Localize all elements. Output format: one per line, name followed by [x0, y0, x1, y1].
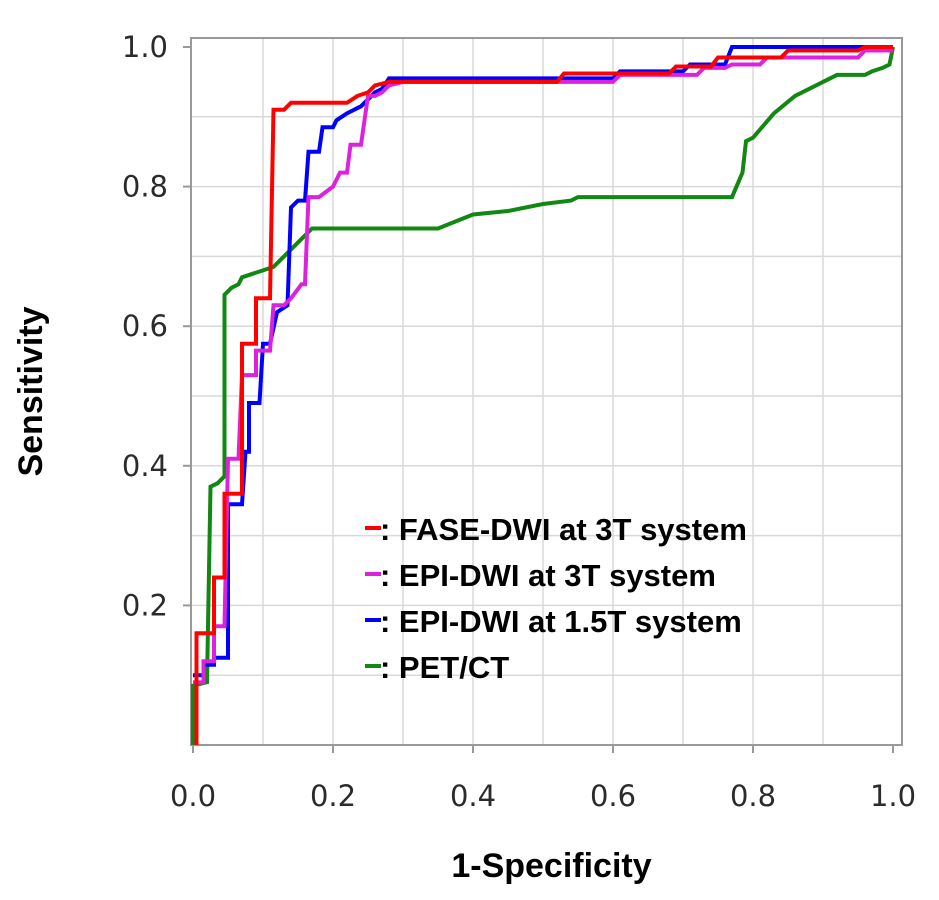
legend-label: : PET/CT: [380, 650, 509, 685]
y-tick-label: 0.2: [122, 588, 168, 622]
series-line: [194, 45, 893, 745]
x-axis-title: 1-Specificity: [451, 847, 651, 885]
y-tick-label: 0.8: [122, 170, 168, 204]
y-tick-label: 0.4: [122, 449, 168, 483]
y-axis-title: Sensitivity: [12, 306, 50, 476]
series-line: [193, 48, 893, 685]
legend-label: : EPI-DWI at 3T system: [380, 558, 716, 593]
x-tick-label: 0.8: [730, 779, 776, 813]
y-tick-label: 1.0: [122, 30, 168, 64]
legend-label: : FASE-DWI at 3T system: [380, 512, 747, 547]
x-tick-label: 0.4: [450, 779, 496, 813]
x-tick-label: 1.0: [870, 779, 916, 813]
grid-lines: [191, 38, 902, 745]
series-curves: [191, 45, 895, 745]
x-tick-label: 0.6: [590, 779, 636, 813]
series-line: [191, 46, 895, 745]
x-tick-label: 0.2: [310, 779, 356, 813]
legend: : FASE-DWI at 3T system : EPI-DWI at 3T s…: [365, 512, 747, 685]
plot-frame: [190, 37, 903, 746]
axis-ticks: 0.0 0.2 0.4 0.6 0.8 1.0 0.2 0.4 0.6 0.8 1.0: [122, 30, 916, 813]
x-tick-label: 0.0: [170, 779, 216, 813]
legend-label: : EPI-DWI at 1.5T system: [380, 604, 742, 639]
y-tick-label: 0.6: [122, 309, 168, 343]
